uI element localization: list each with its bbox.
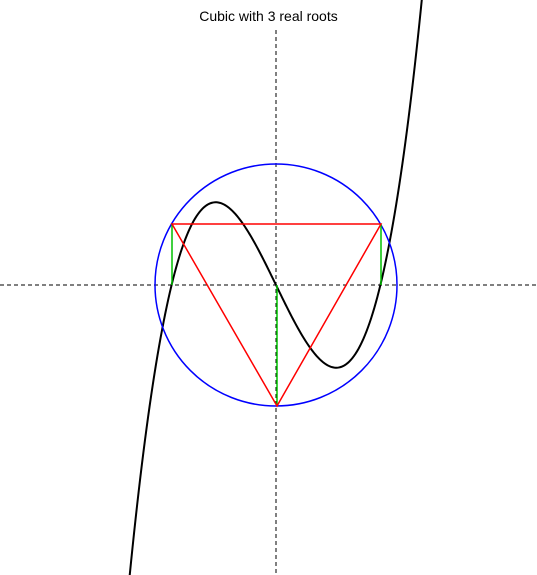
plot-area xyxy=(0,0,537,575)
chart-container: Cubic with 3 real roots xyxy=(0,0,537,575)
